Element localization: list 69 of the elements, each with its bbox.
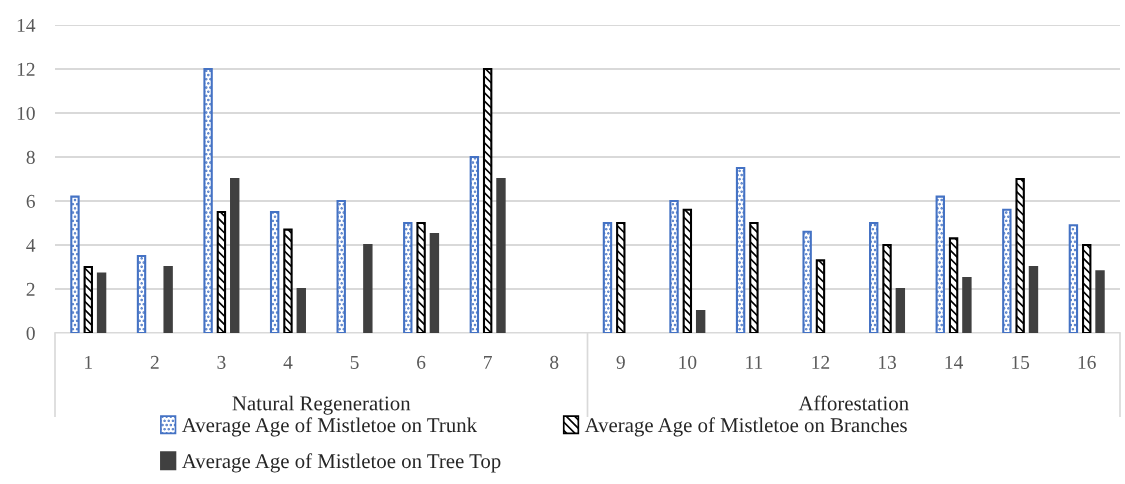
x-tick-label: 15 bbox=[1012, 355, 1030, 369]
bar bbox=[948, 237, 959, 333]
text: Natural Regeneration bbox=[232, 395, 411, 415]
bar bbox=[469, 155, 480, 333]
bar bbox=[815, 259, 826, 333]
x-tick-label: 9 bbox=[616, 355, 625, 369]
x-tick-label: 5 bbox=[350, 355, 359, 369]
bar bbox=[216, 210, 227, 333]
bar bbox=[1002, 208, 1012, 333]
bar bbox=[1082, 243, 1092, 333]
bar bbox=[802, 230, 812, 333]
bar bbox=[296, 287, 306, 333]
bar bbox=[602, 221, 613, 333]
x-tick-label: 13 bbox=[879, 355, 896, 369]
bar bbox=[283, 228, 293, 333]
bar bbox=[336, 199, 346, 333]
y-tick-label: 4 bbox=[26, 238, 36, 252]
legend-label: Average Age of Mistletoe on Branches bbox=[584, 417, 907, 437]
x-tick-label: 10 bbox=[679, 355, 697, 369]
bar bbox=[230, 177, 240, 333]
x-tick-label: 4 bbox=[283, 355, 293, 369]
bar bbox=[482, 67, 493, 333]
bar bbox=[269, 210, 280, 333]
bar bbox=[669, 199, 679, 333]
x-tick-label: 1 bbox=[85, 355, 92, 369]
bar bbox=[869, 221, 879, 333]
bar bbox=[749, 221, 759, 333]
x-tick-label: 8 bbox=[550, 355, 559, 369]
y-tick-label: 14 bbox=[17, 18, 36, 32]
bar bbox=[616, 221, 626, 333]
x-tick-label: 16 bbox=[1078, 355, 1096, 369]
bar bbox=[962, 276, 972, 333]
legend-label: Average Age of Mistletoe on Trunk bbox=[181, 417, 478, 437]
bar bbox=[895, 287, 906, 333]
y-tick-label: 12 bbox=[17, 62, 35, 76]
bar bbox=[735, 166, 746, 333]
x-tick-label: 3 bbox=[217, 355, 226, 369]
bar bbox=[1095, 270, 1105, 333]
bar bbox=[935, 195, 945, 333]
bar bbox=[83, 265, 93, 333]
y-tick-label: 2 bbox=[26, 282, 35, 296]
x-tick-label: 2 bbox=[150, 355, 159, 369]
bar bbox=[429, 232, 440, 333]
legend-label: Average Age of Mistletoe on Tree Top bbox=[181, 453, 501, 473]
x-tick-label: 11 bbox=[746, 355, 763, 369]
y-tick-label: 0 bbox=[26, 326, 35, 340]
x-tick-label: 7 bbox=[484, 355, 492, 369]
bar bbox=[163, 265, 173, 333]
bar bbox=[1068, 224, 1079, 333]
y-tick-label: 6 bbox=[26, 194, 35, 208]
y-tick-label: 8 bbox=[26, 150, 35, 164]
x-tick-label: 6 bbox=[417, 355, 426, 369]
bar bbox=[70, 195, 80, 333]
bar bbox=[496, 177, 506, 333]
text: Afforestation bbox=[798, 395, 909, 411]
bar bbox=[136, 254, 147, 333]
bar bbox=[403, 221, 413, 333]
x-tick-label: 14 bbox=[945, 355, 964, 369]
bar bbox=[1028, 265, 1039, 333]
y-tick-label: 10 bbox=[17, 106, 35, 120]
bar bbox=[363, 243, 373, 333]
bar bbox=[682, 208, 693, 333]
bar bbox=[1015, 177, 1025, 333]
bar bbox=[416, 221, 426, 333]
x-tick-label: 12 bbox=[812, 355, 830, 369]
bar bbox=[203, 67, 213, 333]
bar bbox=[882, 243, 892, 333]
bar bbox=[96, 272, 107, 333]
bar bbox=[695, 309, 706, 333]
